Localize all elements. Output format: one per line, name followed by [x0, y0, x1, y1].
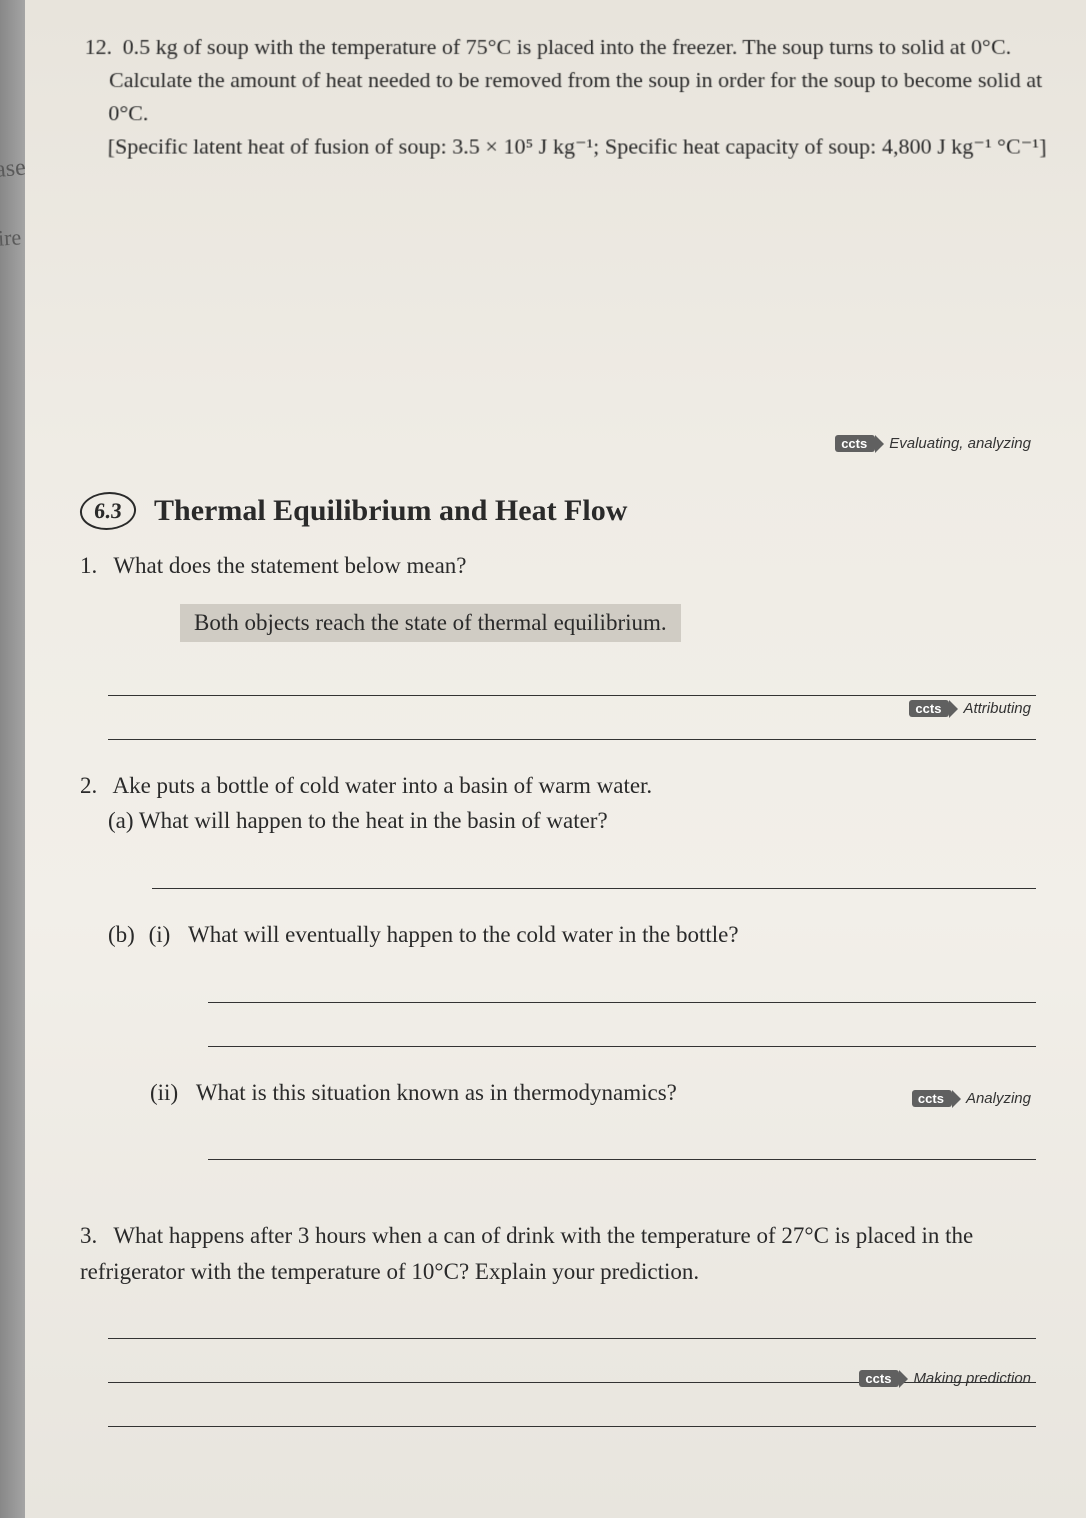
question-3: 3. What happens after 3 hours when a can… [80, 1218, 1046, 1289]
ccts-badge: ccts [859, 1370, 899, 1387]
answer-line[interactable] [108, 1303, 1036, 1339]
sub-text: What will happen to the heat in the basi… [139, 808, 608, 833]
answer-line[interactable] [108, 660, 1036, 696]
answer-line[interactable] [208, 1011, 1036, 1047]
problem-data: [Specific latent heat of fusion of soup:… [107, 133, 1046, 158]
sub-label: (b) [108, 922, 135, 947]
ccts-label: Making prediction [913, 1370, 1031, 1387]
margin-note: ire [0, 224, 22, 251]
problem-text: 0.5 kg of soup with the temperature of 7… [108, 34, 1042, 125]
question-2bii: (ii) What is this situation known as in … [80, 1075, 1046, 1111]
sub-label: (i) [149, 922, 171, 947]
ccts-label: Analyzing [966, 1090, 1031, 1107]
question-intro: Ake puts a bottle of cold water into a b… [112, 773, 652, 798]
ccts-badge: ccts [909, 700, 949, 717]
sub-text: What will eventually happen to the cold … [188, 922, 739, 947]
ccts-label: Attributing [963, 700, 1031, 717]
answer-line[interactable] [208, 1124, 1036, 1160]
question-text: What does the statement below mean? [113, 553, 466, 578]
section-title: Thermal Equilibrium and Heat Flow [154, 494, 627, 528]
question-number: 1. [80, 548, 108, 584]
answer-line[interactable] [152, 853, 1036, 889]
problem-number: 12. [84, 34, 112, 59]
question-number: 2. [80, 768, 108, 804]
sub-label: (a) [108, 808, 134, 833]
question-text: What happens after 3 hours when a can of… [80, 1223, 973, 1284]
question-2: 2. Ake puts a bottle of cold water into … [80, 768, 1046, 839]
question-2b: (b) (i) What will eventually happen to t… [80, 917, 1046, 953]
ccts-label: Evaluating, analyzing [889, 435, 1031, 452]
sub-text: What is this situation known as in therm… [196, 1080, 677, 1105]
boxed-statement: Both objects reach the state of thermal … [180, 604, 681, 642]
ccts-tag: ccts Making prediction [859, 1370, 1031, 1387]
ccts-badge: ccts [912, 1090, 952, 1107]
ccts-badge: ccts [835, 435, 875, 452]
section-header: 6.3 Thermal Equilibrium and Heat Flow [80, 492, 1046, 530]
ccts-tag: ccts Evaluating, analyzing [835, 435, 1031, 452]
answer-line[interactable] [108, 704, 1036, 740]
answer-line[interactable] [108, 1391, 1036, 1427]
ccts-tag: ccts Analyzing [912, 1090, 1031, 1107]
question-1: 1. What does the statement below mean? [80, 548, 1046, 584]
answer-line[interactable] [208, 967, 1036, 1003]
sub-label: (ii) [150, 1080, 178, 1105]
section-number: 6.3 [78, 492, 137, 530]
question-number: 3. [80, 1218, 108, 1254]
textbook-page: 12. 0.5 kg of soup with the temperature … [25, 0, 1086, 1518]
problem-12: 12. 0.5 kg of soup with the temperature … [77, 30, 1049, 163]
ccts-tag: ccts Attributing [909, 700, 1031, 717]
